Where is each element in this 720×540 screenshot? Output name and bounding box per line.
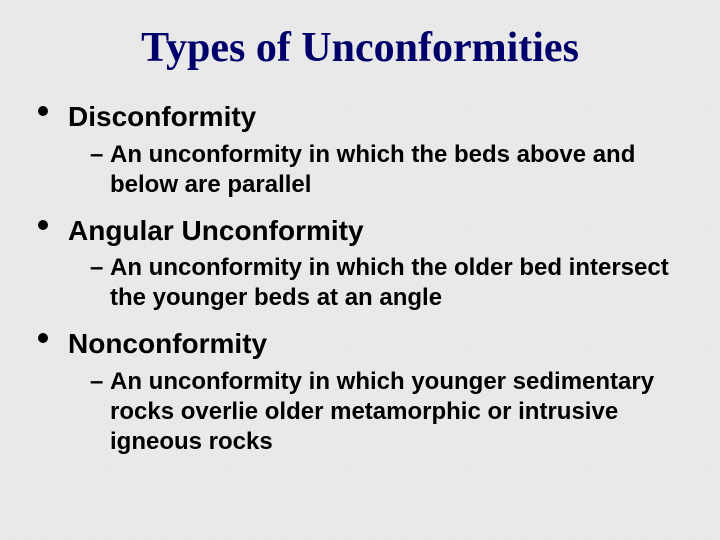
item-heading: Angular Unconformity <box>68 214 690 248</box>
bullet-list: Disconformity – An unconformity in which… <box>30 100 690 457</box>
sub-item-text: An unconformity in which the older bed i… <box>110 254 669 311</box>
slide-title: Types of Unconformities <box>30 24 690 72</box>
bullet-icon <box>38 220 48 230</box>
list-item: Disconformity – An unconformity in which… <box>30 100 690 200</box>
sub-item: – An unconformity in which the older bed… <box>90 253 690 313</box>
dash-icon: – <box>90 367 103 397</box>
sub-list: – An unconformity in which the older bed… <box>68 253 690 313</box>
sub-item: – An unconformity in which younger sedim… <box>90 367 690 457</box>
sub-item-text: An unconformity in which the beds above … <box>110 141 635 198</box>
sub-item-text: An unconformity in which younger sedimen… <box>110 368 654 455</box>
dash-icon: – <box>90 140 103 170</box>
sub-item: – An unconformity in which the beds abov… <box>90 140 690 200</box>
list-item: Nonconformity – An unconformity in which… <box>30 327 690 457</box>
list-item: Angular Unconformity – An unconformity i… <box>30 214 690 314</box>
sub-list: – An unconformity in which younger sedim… <box>68 367 690 457</box>
bullet-icon <box>38 333 48 343</box>
sub-list: – An unconformity in which the beds abov… <box>68 140 690 200</box>
dash-icon: – <box>90 253 103 283</box>
item-heading: Nonconformity <box>68 327 690 361</box>
bullet-icon <box>38 106 48 116</box>
item-heading: Disconformity <box>68 100 690 134</box>
